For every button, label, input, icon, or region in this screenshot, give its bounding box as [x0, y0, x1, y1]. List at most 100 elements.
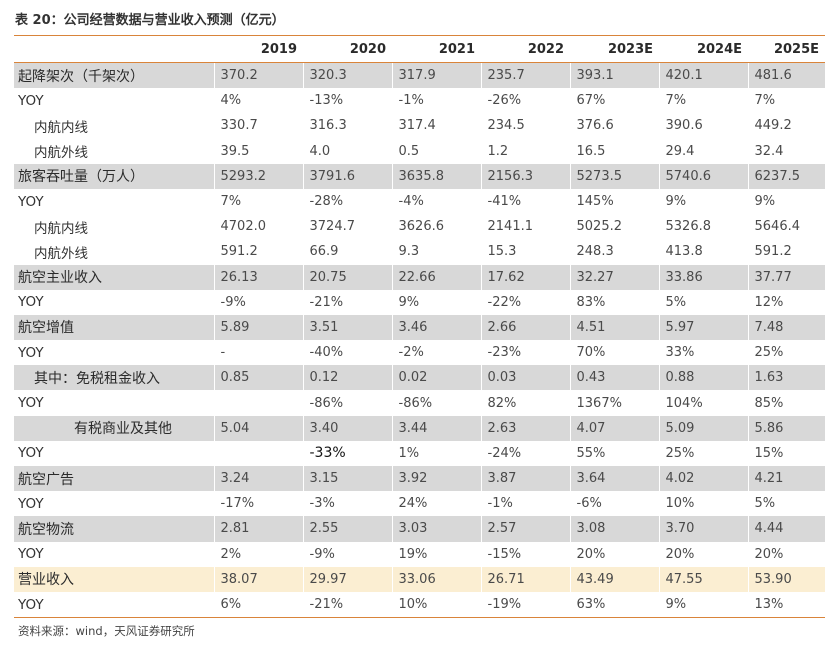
table-cell: 5%: [658, 289, 748, 315]
table-cell: -26%: [480, 88, 570, 114]
table-cell: 0.12: [302, 365, 392, 391]
row-label: 营业收入: [14, 566, 214, 592]
table-cell: 32.4: [747, 138, 825, 164]
table-cell: 4.51: [569, 314, 659, 341]
table-row: YOY - -40% -2% -23% 70% 33% 25%: [14, 340, 825, 366]
table-cell: -15%: [480, 541, 570, 567]
table-cell: 5326.8: [658, 214, 748, 240]
table-cell: -1%: [391, 88, 481, 114]
table-cell: -1%: [480, 491, 570, 517]
row-label: 其中：免税租金收入: [14, 365, 214, 391]
table-cell: 3.70: [658, 516, 748, 542]
table-cell: 39.5: [213, 138, 303, 164]
table-cell: 390.6: [658, 113, 748, 139]
table-cell: 24%: [391, 491, 481, 517]
table-cell: 7%: [747, 88, 825, 114]
table-cell: 2%: [213, 541, 303, 567]
table-cell: 5646.4: [747, 214, 825, 240]
table-cell: 20%: [658, 541, 748, 567]
header-cell-2021: 2021: [392, 37, 481, 63]
header-cell-label: [14, 37, 214, 63]
table-cell: -28%: [302, 188, 392, 215]
table-cell: 3.51: [302, 314, 392, 341]
table-title: 表 20：公司经营数据与营业收入预测（亿元）: [15, 13, 285, 28]
table-cell: 38.07: [213, 566, 303, 592]
table-cell: 5.09: [658, 415, 748, 441]
table-cell: -13%: [302, 88, 392, 114]
table-cell: 320.3: [302, 62, 392, 89]
table-cell: 29.4: [658, 138, 748, 164]
table-cell: 1367%: [569, 390, 659, 416]
row-label: 起降架次（千架次）: [14, 62, 214, 89]
row-label: YOY: [18, 193, 44, 210]
row-label: 旅客吞吐量（万人）: [14, 163, 214, 189]
row-label: YOY: [18, 546, 44, 563]
table-cell: [213, 390, 303, 416]
table-cell: 33.86: [658, 264, 748, 290]
table-cell: 481.6: [747, 62, 825, 89]
table-cell: 66.9: [302, 239, 392, 265]
table-cell: 420.1: [658, 62, 748, 89]
table-cell: 17.62: [480, 264, 570, 290]
table-cell: 2.63: [480, 415, 570, 441]
table-cell: 5740.6: [658, 163, 748, 189]
table-cell: 3724.7: [302, 214, 392, 240]
table-cell: 2.57: [480, 516, 570, 542]
table-cell: 1%: [391, 440, 481, 466]
table-cell: 85%: [747, 390, 825, 416]
table-cell: 32.27: [569, 264, 659, 290]
top-rule: [14, 35, 825, 36]
table-cell: 3.24: [213, 466, 303, 492]
table-cell: 37.77: [747, 264, 825, 290]
table-cell: 2.81: [213, 516, 303, 542]
table-cell: 20%: [747, 541, 825, 567]
table-cell: -86%: [391, 390, 481, 416]
table-cell: 5.04: [213, 415, 303, 441]
table-cell: 10%: [391, 591, 481, 619]
table-cell: 591.2: [213, 239, 303, 265]
table-cell: 53.90: [747, 566, 825, 592]
table-cell: -4%: [391, 188, 481, 215]
table-cell: 370.2: [213, 62, 303, 89]
table-cell: 16.5: [569, 138, 659, 164]
table-cell: 9%: [391, 289, 481, 315]
table-row: 营业收入 38.07 29.97 33.06 26.71 43.49 47.55 53.90: [14, 566, 825, 592]
table-cell: 22.66: [391, 264, 481, 290]
table-cell: 9%: [658, 188, 748, 215]
table-cell: 0.02: [391, 365, 481, 391]
table-row: 其中：免税租金收入 0.85 0.12 0.02 0.03 0.43 0.88 1.63: [14, 365, 825, 391]
table-cell: 82%: [480, 390, 570, 416]
table-cell: 317.9: [391, 62, 481, 89]
table-cell: -2%: [391, 340, 481, 366]
table-cell: 5%: [747, 491, 825, 517]
table-cell: 3.46: [391, 314, 481, 341]
table-cell: 15.3: [480, 239, 570, 265]
header-cell-2022: 2022: [481, 37, 570, 63]
table-cell: 449.2: [747, 113, 825, 139]
table-cell: 5.89: [213, 314, 303, 341]
table-cell: -17%: [213, 491, 303, 517]
table-cell: 4%: [213, 88, 303, 114]
table-cell: -: [213, 340, 303, 366]
table-cell: 248.3: [569, 239, 659, 265]
table-cell: -3%: [302, 491, 392, 517]
table-cell: 1.2: [480, 138, 570, 164]
table-cell: 2.66: [480, 314, 570, 341]
table-cell: 376.6: [569, 113, 659, 139]
table-cell: 55%: [569, 440, 659, 466]
table-cell: -21%: [302, 591, 392, 619]
table-cell: 234.5: [480, 113, 570, 139]
table-cell: 2156.3: [480, 163, 570, 189]
table-cell: 12%: [747, 289, 825, 315]
row-label: 航空广告: [14, 466, 214, 492]
table-cell: 3.40: [302, 415, 392, 441]
table-body: 起降架次（千架次） 370.2 320.3 317.9 235.7 393.1 420.1 4…: [14, 62, 825, 619]
table-row: 内航内线 330.7 316.3 317.4 234.5 376.6 390.6 449.2: [14, 113, 825, 139]
table-cell: 20.75: [302, 264, 392, 290]
table-cell: -23%: [480, 340, 570, 366]
row-label: YOY: [18, 344, 44, 361]
table-cell: 4.21: [747, 466, 825, 492]
table-cell: 3.64: [569, 466, 659, 492]
table-row: YOY -86% -86% 82% 1367% 104% 85%: [14, 390, 825, 416]
table-row: 航空主业收入 26.13 20.75 22.66 17.62 32.27 33.86 37.7…: [14, 264, 825, 290]
